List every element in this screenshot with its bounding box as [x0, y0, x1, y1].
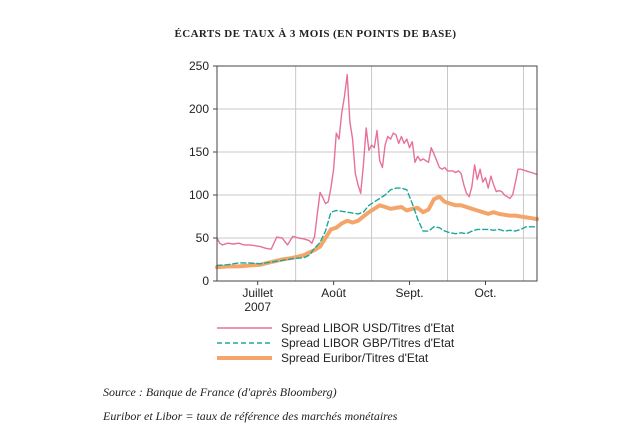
series-line-0	[216, 73, 538, 250]
chart-title: ÉCARTS DE TAUX À 3 MOIS (EN POINTS DE BA…	[174, 28, 457, 40]
series-line-2	[215, 194, 539, 270]
x-tick-label: Août	[321, 286, 346, 300]
x-tick-sublabel: 2007	[244, 300, 271, 314]
definition-note: Euribor et Libor = taux de référence des…	[103, 409, 398, 423]
y-tick-label: 250	[189, 59, 209, 73]
series-layer	[215, 73, 539, 270]
legend-label-2: Spread Euribor/Titres d'Etat	[281, 351, 429, 365]
legend-label-0: Spread LIBOR USD/Titres d'Etat	[281, 321, 455, 335]
series-line-1	[216, 187, 538, 267]
x-tick-label: Oct.	[474, 286, 496, 300]
x-tick-label: Sept.	[396, 286, 424, 300]
y-tick-label: 100	[189, 188, 209, 202]
y-tick-label: 200	[189, 102, 209, 116]
x-tick-label: Juillet	[242, 286, 273, 300]
y-tick-label: 50	[196, 231, 210, 245]
y-tick-label: 0	[202, 274, 209, 288]
grid	[217, 66, 537, 281]
y-tick-label: 150	[189, 145, 209, 159]
plot-frame	[216, 65, 538, 282]
legend-label-1: Spread LIBOR GBP/Titres d'Etat	[281, 336, 455, 350]
source-note: Source : Banque de France (d'après Bloom…	[103, 385, 337, 399]
